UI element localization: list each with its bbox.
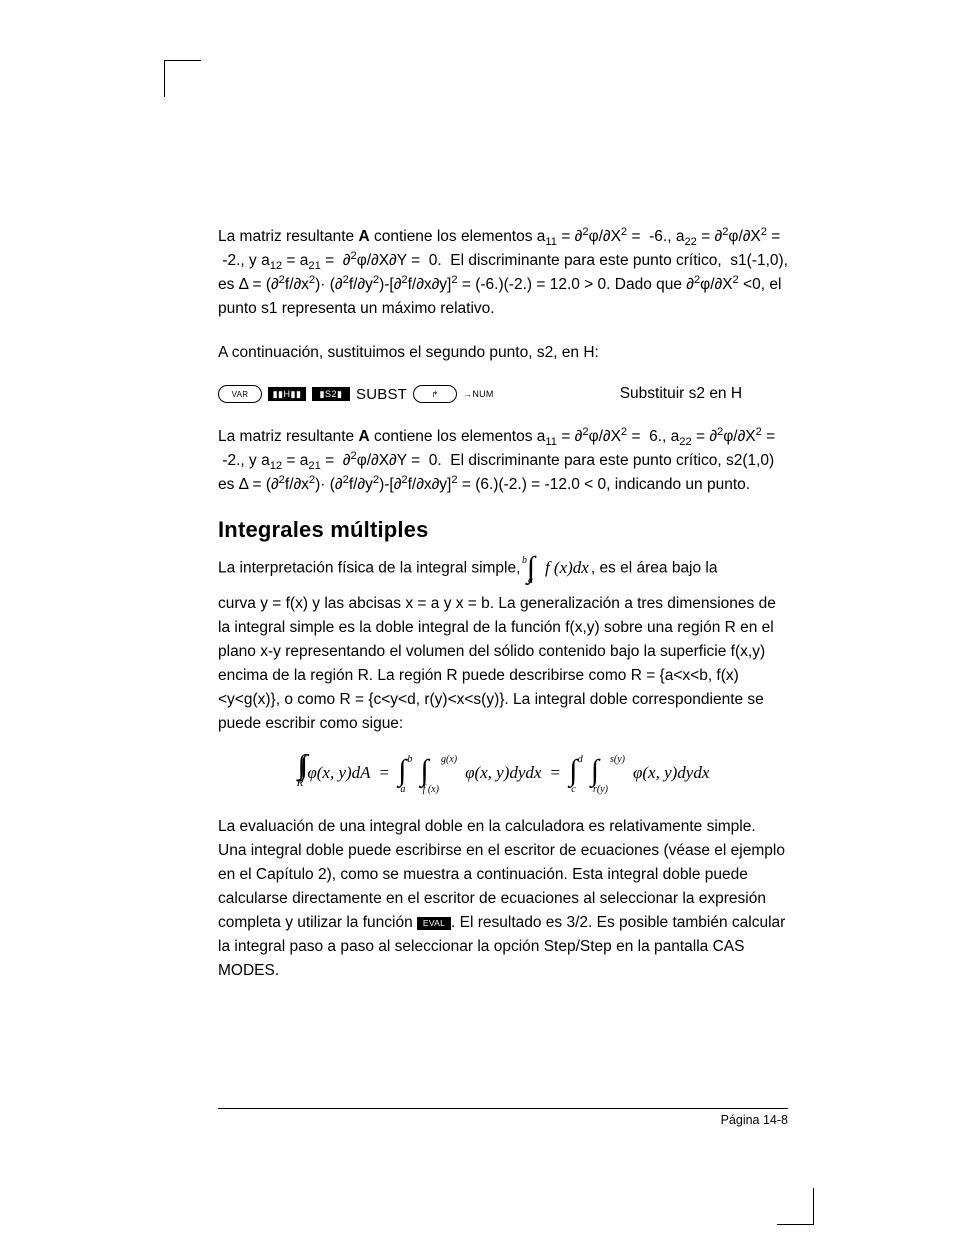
page-footer: Página 14-8 — [218, 1108, 788, 1127]
footer-rule — [218, 1108, 788, 1109]
page-body: La matriz resultante A contiene los elem… — [218, 225, 788, 1003]
crop-mark-bottom-right — [777, 1188, 814, 1225]
label-action: Substituir s2 en H — [620, 385, 742, 403]
softkey-s2: ▮S2▮ — [312, 387, 350, 401]
softkey-eval: EVAL — [417, 917, 451, 930]
para-matrix-s1: La matriz resultante A contiene los elem… — [218, 225, 788, 321]
section-heading: Integrales múltiples — [218, 517, 788, 543]
softkey-h: ▮▮H▮▮ — [268, 387, 306, 401]
para-matrix-s2: La matriz resultante A contiene los elem… — [218, 425, 788, 497]
inline-integral: ∫abf (x)dx — [527, 555, 589, 581]
text-post-integral: , es el área bajo la — [591, 559, 718, 576]
key-eval: ↱ — [413, 385, 457, 403]
page-number: Página 14-8 — [218, 1113, 788, 1127]
label-num: →NUM — [463, 389, 494, 399]
text-pre-integral: La interpretación física de la integral … — [218, 559, 525, 576]
key-var: VAR — [218, 385, 262, 403]
para-subst-intro: A continuación, sustituimos el segundo p… — [218, 341, 788, 365]
double-integral-formula: ∫∫ R φ(x, y)dA = ∫ab ∫f (x)g(x) φ(x, y)d… — [294, 756, 713, 791]
crop-mark-top-left — [164, 60, 201, 97]
para-evaluation: La evaluación de una integral doble en l… — [218, 815, 788, 983]
para-integral-intro: La interpretación física de la integral … — [218, 555, 788, 581]
para-integral-body: curva y = f(x) y las abcisas x = a y x =… — [218, 592, 788, 736]
label-subst: SUBST — [356, 386, 407, 403]
keystroke-row: VAR ▮▮H▮▮ ▮S2▮ SUBST ↱ →NUM Substituir s… — [218, 385, 788, 403]
